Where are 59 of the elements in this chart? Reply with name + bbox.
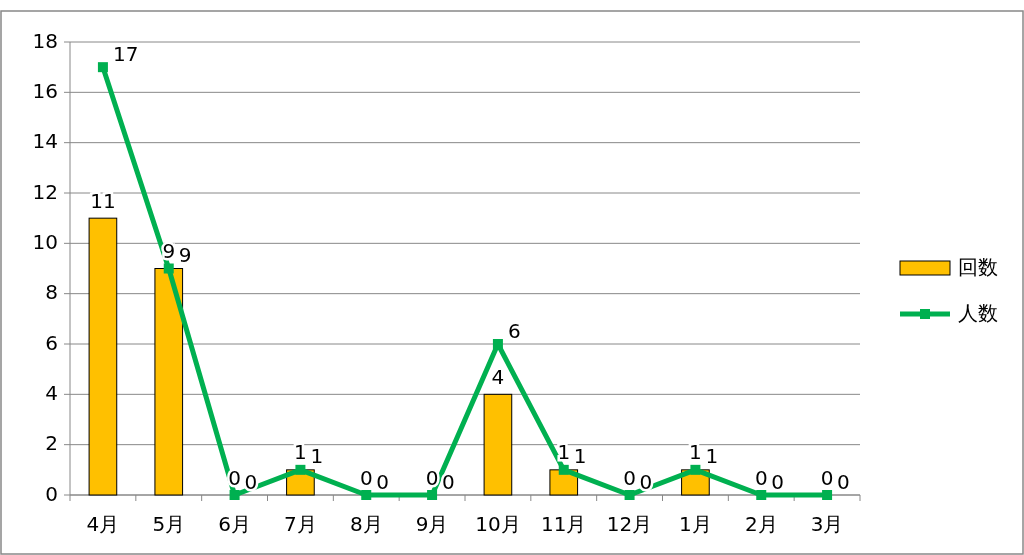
x-tick-label: 6月 [218, 511, 251, 536]
x-tick-label: 11月 [541, 511, 587, 536]
bar [483, 393, 513, 496]
x-tick-label: 4月 [86, 511, 120, 536]
data-label: 4 [491, 364, 505, 389]
y-tick-label: 0 [45, 481, 58, 506]
y-tick-label: 14 [32, 129, 58, 154]
data-label: 1 [310, 444, 324, 469]
y-tick-label: 16 [32, 78, 58, 103]
legend-label: 回数 [958, 254, 998, 279]
data-label: 11 [90, 188, 116, 213]
data-label: 0 [425, 465, 439, 490]
y-tick-label: 10 [32, 229, 58, 254]
point [427, 490, 438, 500]
point [822, 490, 833, 500]
data-label: 0 [820, 465, 834, 490]
x-tick-label: 8月 [349, 511, 383, 536]
data-label: 9 [178, 243, 192, 267]
data-label: 1 [705, 444, 719, 469]
point [163, 263, 174, 274]
data-label: 1 [573, 444, 587, 469]
point [361, 490, 372, 500]
x-tick-label: 10月 [475, 511, 521, 536]
point [624, 490, 635, 500]
data-label: 0 [754, 465, 768, 490]
point [229, 490, 240, 500]
y-tick-label: 2 [45, 431, 58, 456]
data-label: 1 [557, 440, 571, 465]
y-tick-label: 8 [45, 280, 58, 305]
data-label: 6 [507, 318, 521, 343]
x-tick-label: 2月 [744, 511, 778, 536]
bar [88, 217, 118, 496]
x-tick-label: 12月 [606, 511, 653, 536]
point [558, 464, 569, 475]
legend-label: 人数 [958, 300, 998, 325]
data-label: 0 [376, 469, 389, 494]
data-label: 0 [623, 465, 636, 490]
data-label: 0 [359, 465, 373, 490]
y-tick-label: 12 [32, 179, 58, 204]
x-tick-label: 5月 [152, 511, 186, 536]
y-tick-label: 4 [45, 380, 58, 405]
x-tick-label: 7月 [284, 511, 317, 536]
point [690, 464, 701, 475]
bar [154, 268, 184, 496]
x-tick-label: 1月 [679, 511, 712, 536]
point [295, 464, 306, 475]
point [756, 490, 767, 500]
data-label: 0 [442, 469, 455, 494]
data-label: 17 [112, 41, 139, 66]
x-tick-label: 3月 [810, 511, 844, 536]
data-label: 0 [837, 469, 850, 494]
point [492, 339, 503, 349]
y-tick-label: 18 [32, 28, 58, 53]
x-tick-label: 9月 [415, 511, 449, 536]
point [97, 62, 108, 73]
data-label: 1 [294, 440, 307, 465]
data-label: 0 [771, 469, 784, 494]
data-label: 1 [689, 440, 702, 465]
y-tick-label: 6 [45, 330, 58, 355]
